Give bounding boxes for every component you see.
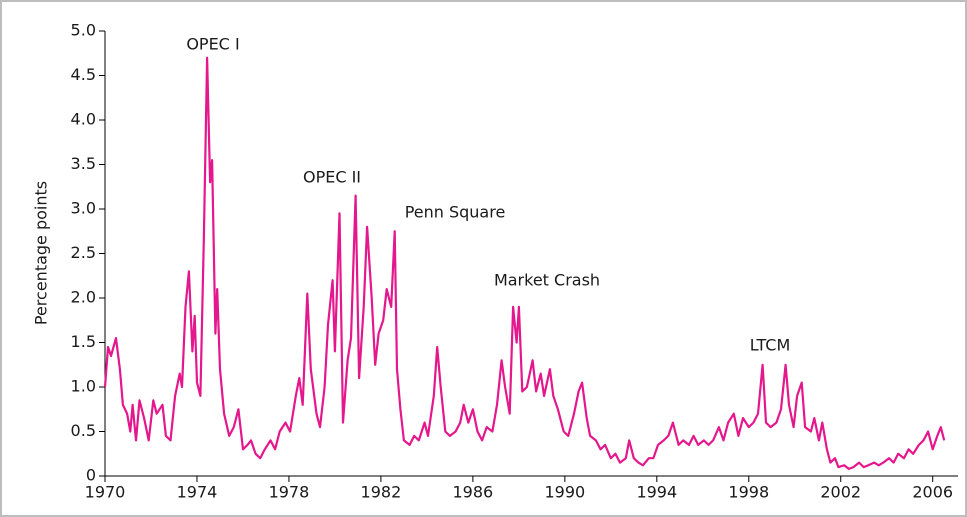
annotation: OPEC I <box>186 35 239 54</box>
x-tick-label: 1970 <box>85 483 126 502</box>
annotation: Penn Square <box>405 203 506 222</box>
x-tick-label: 1990 <box>544 483 585 502</box>
y-tick-label: 1.0 <box>71 377 96 396</box>
x-tick-label: 1998 <box>728 483 769 502</box>
y-tick-label: 5.0 <box>71 21 96 40</box>
y-tick-label: 3.5 <box>71 154 96 173</box>
y-tick-label: 0.5 <box>71 421 96 440</box>
x-tick-label: 2006 <box>912 483 953 502</box>
x-tick-label: 1974 <box>177 483 218 502</box>
y-tick-label: 3.0 <box>71 199 96 218</box>
y-tick-label: 2.5 <box>71 243 96 262</box>
annotation: Market Crash <box>494 271 600 290</box>
y-axis-label: Percentage points <box>32 181 51 325</box>
annotation: OPEC II <box>303 168 361 187</box>
x-tick-label: 1978 <box>269 483 310 502</box>
x-tick-label: 1994 <box>636 483 677 502</box>
annotation: LTCM <box>750 336 791 355</box>
y-tick-label: 4.0 <box>71 110 96 129</box>
x-tick-label: 1986 <box>453 483 494 502</box>
y-tick-label: 1.5 <box>71 332 96 351</box>
x-tick-label: 2002 <box>820 483 861 502</box>
line-series <box>103 56 946 470</box>
y-tick-label: 2.0 <box>71 288 96 307</box>
y-tick-label: 0 <box>86 466 96 485</box>
y-tick-label: 4.5 <box>71 65 96 84</box>
x-tick-label: 1982 <box>361 483 402 502</box>
